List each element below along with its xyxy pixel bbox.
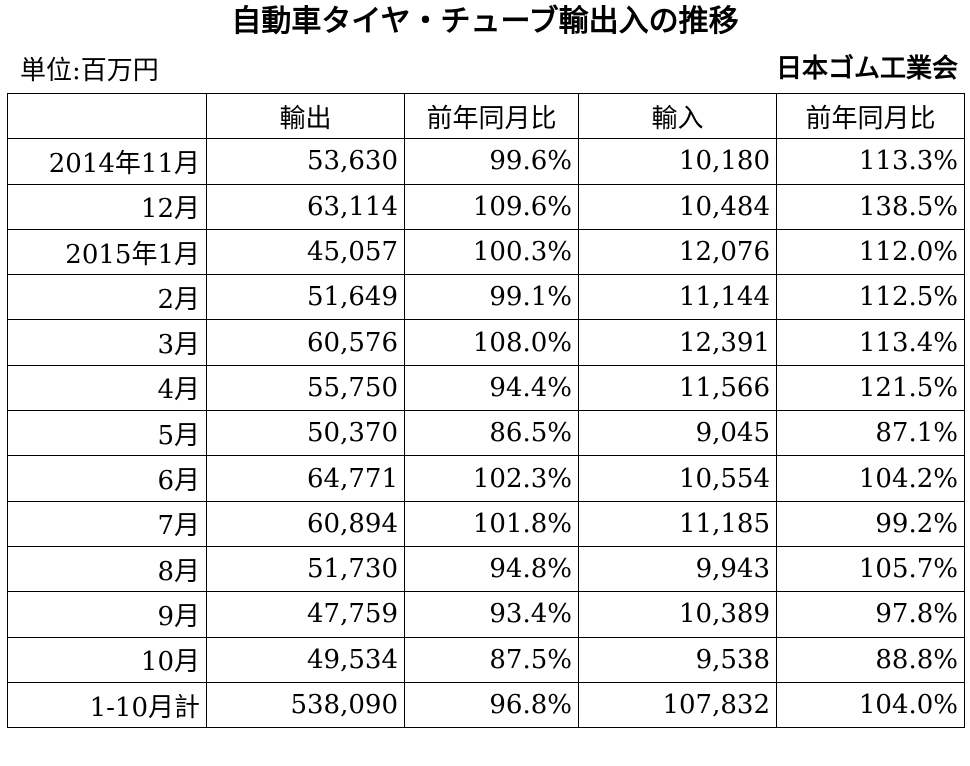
table-row: 8月 51,730 94.8% 9,943 105.7% — [7, 545, 965, 593]
value-cell: 100.3% — [404, 228, 579, 276]
table-row: 2014年11月 53,630 99.6% 10,180 113.3% — [7, 138, 965, 185]
period-cell: 6月 — [7, 455, 207, 502]
header-cell — [7, 92, 207, 140]
value-cell: 97.8% — [776, 591, 965, 638]
table-row: 3月 60,576 108.0% 12,391 113.4% — [7, 319, 965, 366]
value-cell: 47,759 — [206, 591, 405, 638]
period-cell: 3月 — [7, 319, 207, 366]
table-row: 2015年1月 45,057 100.3% 12,076 112.0% — [7, 228, 965, 276]
value-cell: 10,484 — [578, 183, 777, 230]
value-cell: 49,534 — [206, 636, 405, 683]
value-cell: 88.8% — [776, 636, 965, 683]
value-cell: 101.8% — [404, 500, 579, 547]
value-cell: 10,389 — [578, 591, 777, 638]
value-cell: 99.1% — [404, 274, 579, 321]
value-cell: 104.2% — [776, 455, 965, 502]
header-cell: 前年同月比 — [776, 92, 965, 140]
header-cell: 前年同月比 — [404, 92, 579, 140]
table-body: 2014年11月 53,630 99.6% 10,180 113.3% 12月 63,114… — [7, 138, 965, 729]
value-cell: 60,576 — [206, 319, 405, 366]
period-cell: 2014年11月 — [7, 138, 207, 185]
period-cell: 2月 — [7, 274, 207, 321]
value-cell: 50,370 — [206, 410, 405, 457]
chart-title: 自動車タイヤ・チューブ輸出入の推移 — [231, 4, 739, 39]
value-cell: 64,771 — [206, 455, 405, 502]
period-cell: 10月 — [7, 636, 207, 683]
value-cell: 11,566 — [578, 364, 777, 412]
value-cell: 45,057 — [206, 228, 405, 276]
table-row: 7月 60,894 101.8% 11,185 99.2% — [7, 500, 965, 547]
value-cell: 107,832 — [578, 681, 777, 729]
header-cell: 輸出 — [206, 92, 405, 140]
value-cell: 10,554 — [578, 455, 777, 502]
value-cell: 113.4% — [776, 319, 965, 366]
table-row: 9月 47,759 93.4% 10,389 97.8% — [7, 591, 965, 638]
header-row: 輸出 前年同月比 輸入 前年同月比 — [7, 92, 965, 140]
value-cell: 105.7% — [776, 545, 965, 593]
value-cell: 96.8% — [404, 681, 579, 729]
value-cell: 51,730 — [206, 545, 405, 593]
value-cell: 63,114 — [206, 183, 405, 230]
value-cell: 94.8% — [404, 545, 579, 593]
value-cell: 113.3% — [776, 138, 965, 185]
value-cell: 60,894 — [206, 500, 405, 547]
value-cell: 138.5% — [776, 183, 965, 230]
value-cell: 87.1% — [776, 410, 965, 457]
table-row: 12月 63,114 109.6% 10,484 138.5% — [7, 183, 965, 230]
value-cell: 121.5% — [776, 364, 965, 412]
period-cell: 9月 — [7, 591, 207, 638]
period-cell: 8月 — [7, 545, 207, 593]
value-cell: 11,144 — [578, 274, 777, 321]
value-cell: 9,045 — [578, 410, 777, 457]
table-row: 2月 51,649 99.1% 11,144 112.5% — [7, 274, 965, 321]
value-cell: 12,076 — [578, 228, 777, 276]
value-cell: 109.6% — [404, 183, 579, 230]
table-row: 5月 50,370 86.5% 9,045 87.1% — [7, 410, 965, 457]
value-cell: 87.5% — [404, 636, 579, 683]
table-row: 4月 55,750 94.4% 11,566 121.5% — [7, 364, 965, 412]
value-cell: 102.3% — [404, 455, 579, 502]
period-cell: 5月 — [7, 410, 207, 457]
value-cell: 53,630 — [206, 138, 405, 185]
table-row: 1-10月計 538,090 96.8% 107,832 104.0% — [7, 681, 965, 729]
value-cell: 11,185 — [578, 500, 777, 547]
value-cell: 104.0% — [776, 681, 965, 729]
source-label: 日本ゴム工業会 — [775, 54, 958, 84]
period-cell: 12月 — [7, 183, 207, 230]
value-cell: 112.5% — [776, 274, 965, 321]
value-cell: 99.6% — [404, 138, 579, 185]
value-cell: 108.0% — [404, 319, 579, 366]
table-row: 10月 49,534 87.5% 9,538 88.8% — [7, 636, 965, 683]
value-cell: 538,090 — [206, 681, 405, 729]
value-cell: 99.2% — [776, 500, 965, 547]
value-cell: 93.4% — [404, 591, 579, 638]
value-cell: 55,750 — [206, 364, 405, 412]
value-cell: 112.0% — [776, 228, 965, 276]
value-cell: 9,943 — [578, 545, 777, 593]
unit-label: 単位:百万円 — [20, 56, 159, 86]
value-cell: 86.5% — [404, 410, 579, 457]
period-cell: 7月 — [7, 500, 207, 547]
header-cell: 輸入 — [578, 92, 777, 140]
period-cell: 1-10月計 — [7, 681, 207, 729]
value-cell: 10,180 — [578, 138, 777, 185]
value-cell: 51,649 — [206, 274, 405, 321]
table-row: 6月 64,771 102.3% 10,554 104.2% — [7, 455, 965, 502]
value-cell: 12,391 — [578, 319, 777, 366]
value-cell: 9,538 — [578, 636, 777, 683]
value-cell: 94.4% — [404, 364, 579, 412]
period-cell: 4月 — [7, 364, 207, 412]
period-cell: 2015年1月 — [7, 228, 207, 276]
data-table: 輸出 前年同月比 輸入 前年同月比 2014年11月 53,630 99.6% 10,… — [7, 92, 965, 729]
